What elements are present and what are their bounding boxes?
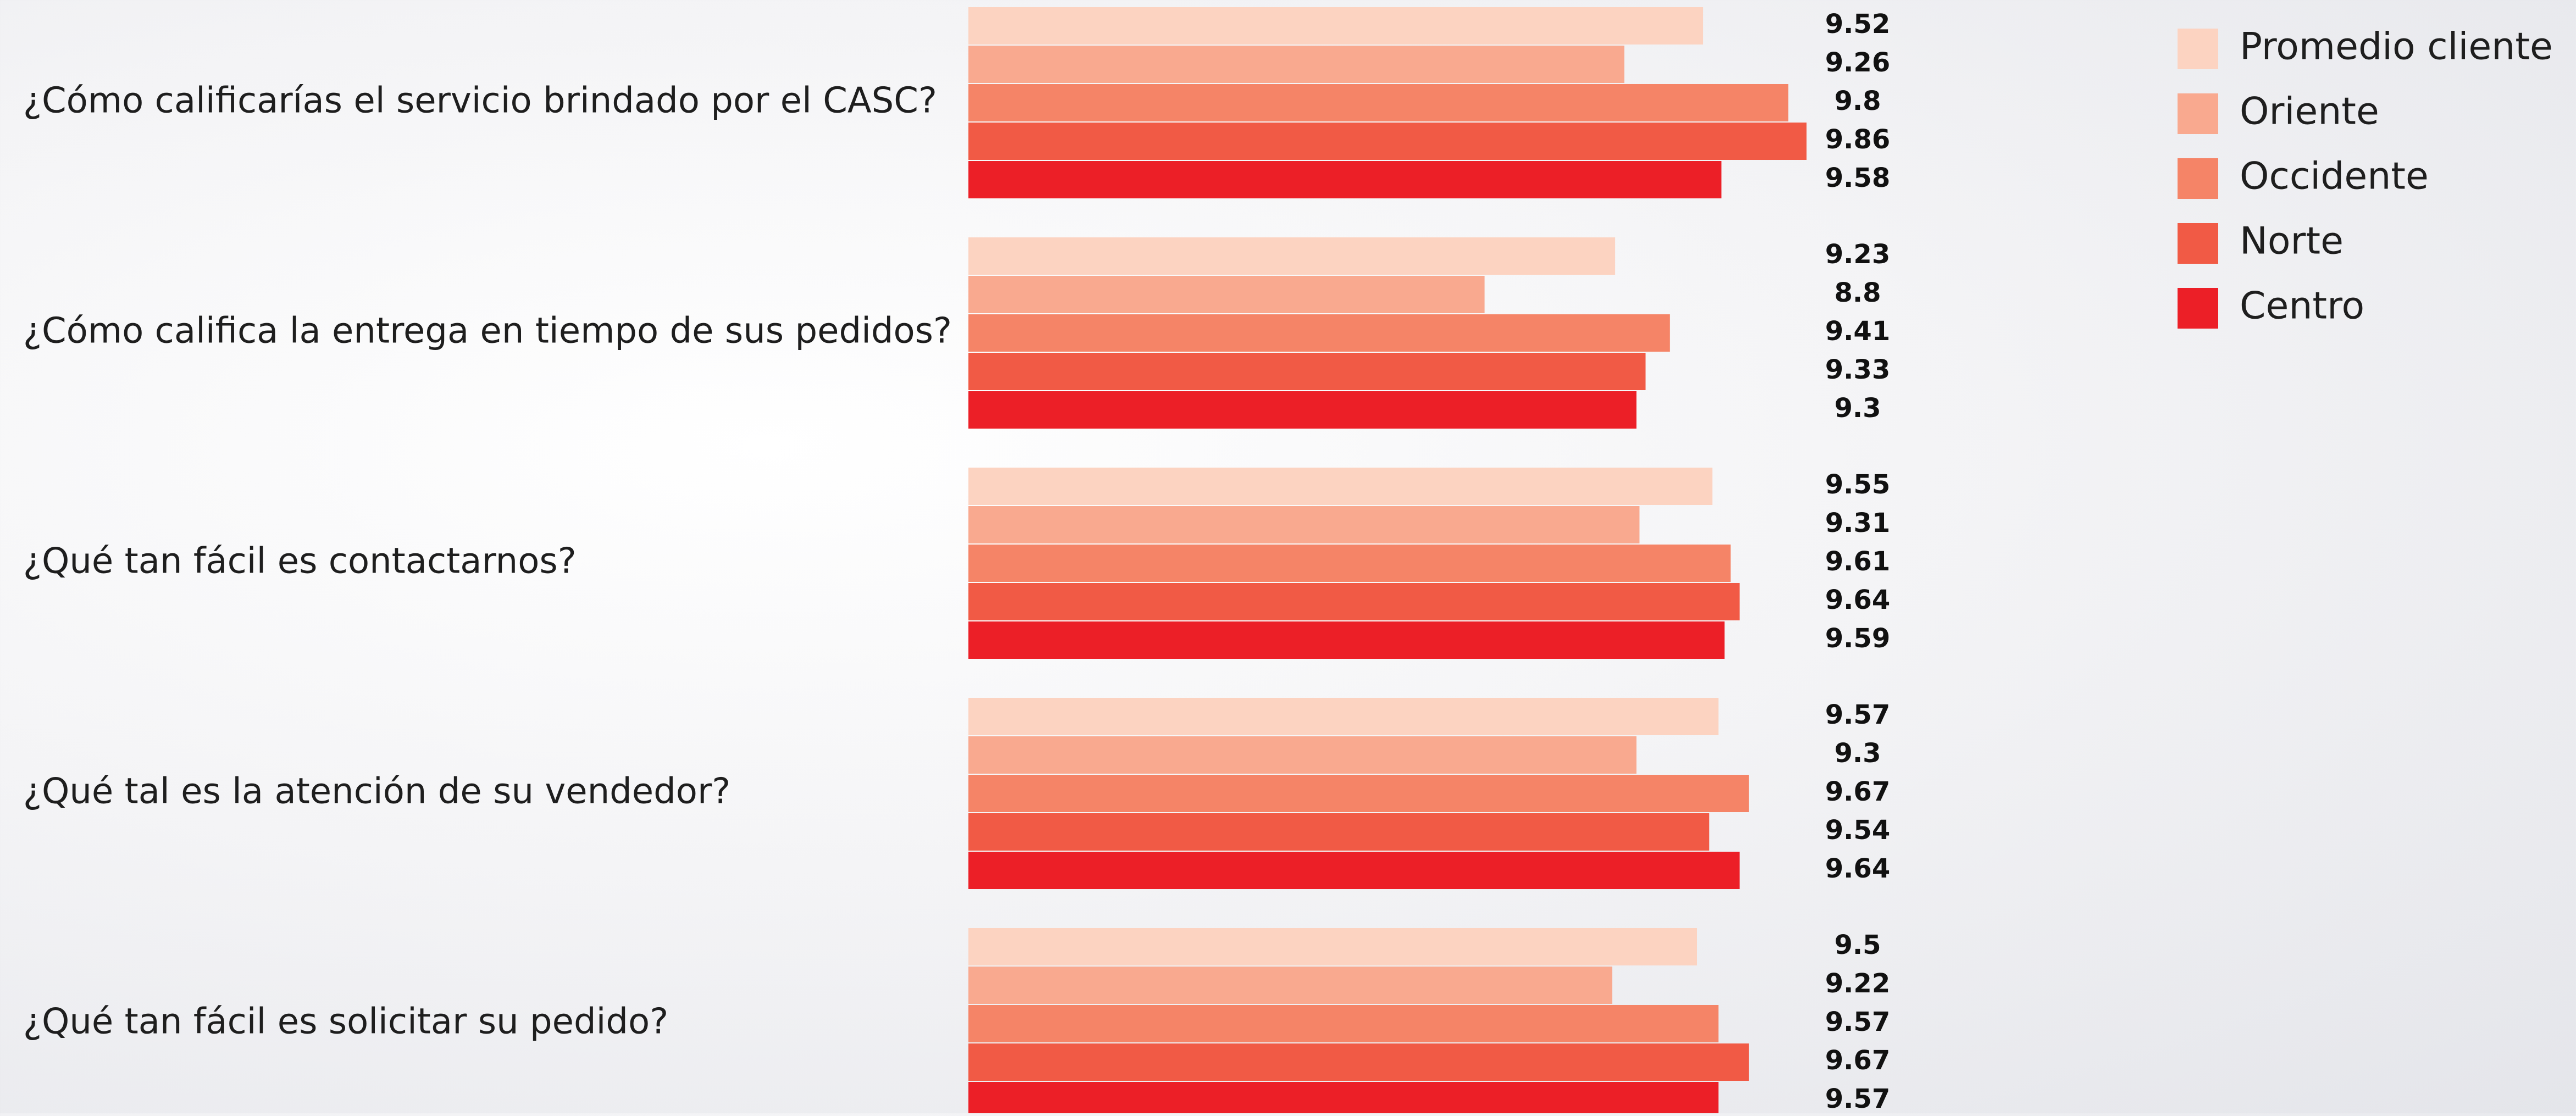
value-label: 8.8 xyxy=(1834,277,1881,308)
bar xyxy=(968,545,1731,582)
value-label: 9.5 xyxy=(1834,930,1881,960)
question-label: ¿Qué tal es la atención de su vendedor? xyxy=(23,771,730,812)
bar xyxy=(968,276,1485,313)
value-label: 9.67 xyxy=(1825,1045,1890,1076)
question-label: ¿Qué tan fácil es solicitar su pedido? xyxy=(23,1002,668,1042)
question-label: ¿Qué tan fácil es contactarnos? xyxy=(23,541,577,582)
legend-swatch xyxy=(2178,158,2218,199)
bar xyxy=(968,468,1713,505)
value-label: 9.86 xyxy=(1825,124,1890,155)
question-labels: ¿Cómo calificarías el servicio brindado … xyxy=(23,81,952,1042)
bar xyxy=(968,46,1625,83)
legend-swatch xyxy=(2178,29,2218,69)
question-label: ¿Cómo calificarías el servicio brindado … xyxy=(23,81,937,121)
value-label: 9.58 xyxy=(1825,163,1890,193)
value-label: 9.64 xyxy=(1825,853,1890,884)
legend-label: Occidente xyxy=(2240,155,2429,198)
value-label: 9.33 xyxy=(1825,354,1890,385)
value-label: 9.67 xyxy=(1825,776,1890,807)
value-label: 9.57 xyxy=(1825,699,1890,730)
value-label: 9.59 xyxy=(1825,623,1890,654)
bar xyxy=(968,391,1637,429)
value-label: 9.57 xyxy=(1825,1007,1890,1037)
legend: Promedio cliente Oriente Occidente Norte Cen… xyxy=(2178,25,2553,329)
value-label: 9.55 xyxy=(1825,469,1890,500)
bars xyxy=(968,7,1807,1116)
bar xyxy=(968,161,1722,198)
bar xyxy=(968,353,1646,390)
value-label: 9.3 xyxy=(1834,738,1881,769)
legend-label: Centro xyxy=(2240,285,2364,328)
bar xyxy=(968,506,1640,543)
question-label: ¿Cómo califica la entrega en tiempo de s… xyxy=(23,311,952,352)
bar xyxy=(968,852,1740,889)
value-labels: 9.52 9.26 9.8 9.86 9.58 9.23 8.8 9.41 9.33 9.3 9.5… xyxy=(1825,9,1890,1114)
bar xyxy=(968,237,1615,275)
bar xyxy=(968,1082,1719,1116)
legend-label: Norte xyxy=(2240,220,2344,263)
value-label: 9.26 xyxy=(1825,47,1890,78)
bar xyxy=(968,698,1719,735)
legend-label: Promedio cliente xyxy=(2240,25,2553,69)
bar xyxy=(968,7,1704,45)
bar xyxy=(968,583,1740,620)
value-label: 9.64 xyxy=(1825,585,1890,615)
value-label: 9.22 xyxy=(1825,968,1890,999)
legend-swatch xyxy=(2178,223,2218,264)
value-label: 9.54 xyxy=(1825,815,1890,846)
bar xyxy=(968,775,1749,812)
bar xyxy=(968,84,1788,121)
bar xyxy=(968,736,1637,774)
value-label: 9.3 xyxy=(1834,393,1881,424)
value-label: 9.61 xyxy=(1825,546,1890,577)
value-label: 9.23 xyxy=(1825,239,1890,270)
bar xyxy=(968,1043,1749,1081)
value-label: 9.41 xyxy=(1825,316,1890,347)
bar xyxy=(968,813,1710,851)
legend-label: Oriente xyxy=(2240,90,2379,134)
bar xyxy=(968,967,1613,1004)
value-label: 9.52 xyxy=(1825,9,1890,40)
value-label: 9.31 xyxy=(1825,508,1890,538)
bar xyxy=(968,123,1807,160)
bar xyxy=(968,314,1670,352)
value-label: 9.57 xyxy=(1825,1084,1890,1113)
bar xyxy=(968,1005,1719,1042)
legend-swatch xyxy=(2178,93,2218,134)
bar xyxy=(968,928,1697,965)
legend-swatch xyxy=(2178,288,2218,329)
value-label: 9.8 xyxy=(1834,86,1881,116)
bar xyxy=(968,621,1725,659)
